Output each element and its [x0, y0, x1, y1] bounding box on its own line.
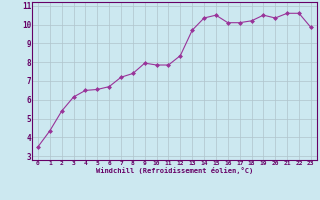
X-axis label: Windchill (Refroidissement éolien,°C): Windchill (Refroidissement éolien,°C) — [96, 167, 253, 174]
